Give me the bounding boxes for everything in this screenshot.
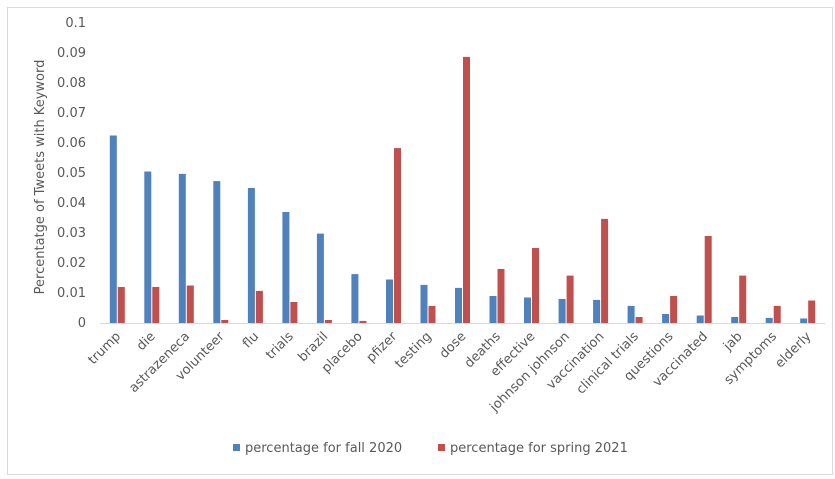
- legend: percentage for fall 2020 percentage for s…: [233, 441, 628, 456]
- bar-spring-2021: [601, 218, 609, 323]
- x-tick-label: flu: [240, 329, 262, 351]
- x-tick-label: testing: [392, 329, 434, 371]
- bar-fall-2020: [420, 284, 428, 323]
- bar-spring-2021: [497, 269, 505, 323]
- y-tick-label: 0.02: [57, 256, 86, 271]
- bar-spring-2021: [704, 236, 712, 323]
- bars: [109, 56, 816, 324]
- x-tick-label: trump: [85, 329, 124, 368]
- bar-fall-2020: [662, 314, 670, 323]
- bar-fall-2020: [627, 305, 635, 323]
- bar-fall-2020: [386, 279, 393, 323]
- bar-spring-2021: [428, 305, 436, 323]
- bar-fall-2020: [558, 299, 566, 323]
- bar-fall-2020: [696, 315, 704, 323]
- y-tick-label: 0.03: [57, 226, 86, 241]
- bar-spring-2021: [152, 287, 160, 323]
- y-tick-label: 0.1: [65, 16, 86, 31]
- bar-spring-2021: [117, 287, 125, 323]
- bar-fall-2020: [213, 181, 221, 323]
- bar-spring-2021: [324, 320, 332, 323]
- y-tick-label: 0: [78, 316, 86, 331]
- bar-spring-2021: [394, 148, 401, 323]
- y-tick-label: 0.04: [57, 196, 86, 211]
- x-tick-label: jab: [720, 329, 745, 354]
- bar-fall-2020: [455, 287, 462, 323]
- bar-fall-2020: [489, 296, 497, 323]
- bar-spring-2021: [566, 275, 574, 323]
- bar-fall-2020: [593, 299, 601, 323]
- bar-fall-2020: [524, 297, 531, 323]
- y-axis: 0 0.01 0.02 0.03 0.04 0.05 0.06 0.07 0.08 0.09 0.1: [57, 16, 86, 331]
- bar-fall-2020: [178, 173, 186, 323]
- x-tick-label: die: [134, 329, 159, 354]
- bar-spring-2021: [359, 320, 367, 323]
- y-tick-label: 0.09: [57, 46, 86, 61]
- bar-fall-2020: [800, 318, 808, 323]
- bar-fall-2020: [247, 188, 255, 323]
- bar-fall-2020: [731, 317, 739, 323]
- bar-spring-2021: [808, 300, 816, 323]
- bar-spring-2021: [221, 320, 229, 323]
- bar-spring-2021: [773, 305, 781, 323]
- x-tick-label: trials: [263, 329, 297, 363]
- bar-spring-2021: [255, 290, 263, 323]
- legend-swatch: [438, 444, 445, 451]
- y-tick-label: 0.05: [57, 166, 86, 181]
- y-tick-label: 0.06: [57, 136, 86, 151]
- bar-spring-2021: [186, 285, 194, 323]
- y-axis-title: Percentatge of Tweets with Keyword: [33, 60, 48, 295]
- bar-spring-2021: [635, 317, 643, 323]
- legend-label: percentage for spring 2021: [450, 441, 628, 456]
- bar-spring-2021: [532, 248, 539, 323]
- bar-fall-2020: [351, 274, 359, 323]
- bar-fall-2020: [109, 135, 117, 323]
- bar-fall-2020: [765, 317, 773, 323]
- bar-spring-2021: [463, 56, 470, 324]
- bar-spring-2021: [290, 302, 298, 323]
- bar-spring-2021: [739, 275, 747, 323]
- bar-spring-2021: [670, 296, 678, 323]
- legend-swatch: [233, 444, 240, 451]
- bar-fall-2020: [282, 212, 290, 323]
- y-tick-label: 0.01: [57, 286, 86, 301]
- x-tick-label: elderly: [772, 329, 814, 371]
- bar-fall-2020: [316, 233, 324, 323]
- y-tick-label: 0.08: [57, 76, 86, 91]
- legend-label: percentage for fall 2020: [245, 441, 402, 456]
- y-tick-label: 0.07: [57, 106, 86, 121]
- bar-fall-2020: [144, 171, 152, 323]
